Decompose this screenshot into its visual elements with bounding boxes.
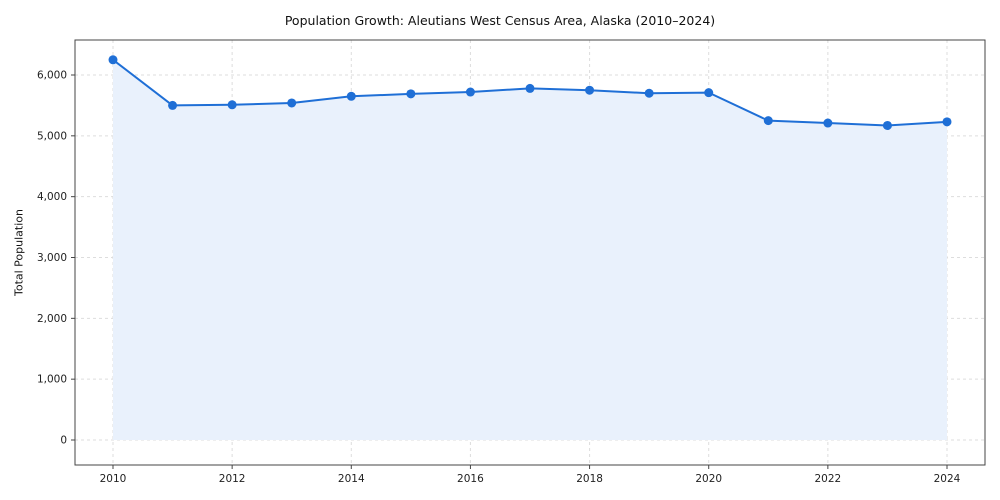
chart-title: Population Growth: Aleutians West Census… — [284, 13, 716, 28]
data-point — [823, 118, 833, 128]
y-tick-label: 3,000 — [37, 252, 67, 264]
data-point — [942, 117, 952, 127]
x-tick-label: 2010 — [100, 473, 127, 485]
x-tick-label: 2018 — [576, 473, 603, 485]
x-tick-label: 2020 — [695, 473, 722, 485]
data-point — [287, 98, 297, 108]
data-point — [644, 88, 654, 98]
data-point — [704, 88, 714, 98]
y-tick-label: 6,000 — [37, 70, 67, 82]
y-tick-label: 0 — [60, 435, 67, 447]
area-fill — [113, 59, 947, 441]
x-tick-label: 2012 — [219, 473, 246, 485]
x-tick-label: 2014 — [338, 473, 365, 485]
x-tick-label: 2016 — [457, 473, 484, 485]
y-tick-label: 2,000 — [37, 313, 67, 325]
data-point — [108, 55, 118, 65]
y-tick-label: 5,000 — [37, 130, 67, 142]
x-tick-label: 2022 — [814, 473, 841, 485]
y-tick-label: 4,000 — [37, 191, 67, 203]
y-tick-label: 1,000 — [37, 374, 67, 386]
data-point — [168, 100, 178, 110]
data-point — [585, 85, 595, 95]
x-tick-label: 2024 — [934, 473, 961, 485]
data-point — [525, 83, 535, 93]
data-point — [227, 100, 237, 110]
data-point — [465, 87, 475, 97]
axes-border — [74, 39, 986, 466]
data-point — [763, 116, 773, 126]
data-point — [406, 89, 416, 99]
data-point — [346, 91, 356, 101]
data-point — [882, 120, 892, 130]
